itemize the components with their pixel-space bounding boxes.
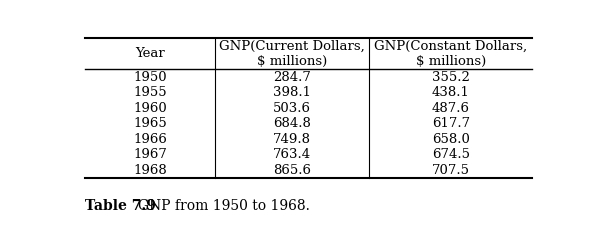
Text: 749.8: 749.8 (273, 133, 311, 146)
Text: 1960: 1960 (133, 102, 167, 115)
Text: 617.7: 617.7 (432, 117, 470, 130)
Text: 503.6: 503.6 (273, 102, 311, 115)
Text: GNP(Current Dollars,: GNP(Current Dollars, (219, 40, 365, 53)
Text: 1968: 1968 (133, 164, 167, 177)
Text: $ millions): $ millions) (257, 55, 327, 68)
Text: Table 7.9: Table 7.9 (84, 199, 155, 213)
Text: 865.6: 865.6 (273, 164, 311, 177)
Text: 1967: 1967 (133, 148, 167, 161)
Text: 284.7: 284.7 (273, 71, 311, 84)
Text: 1955: 1955 (133, 86, 167, 99)
Text: 658.0: 658.0 (432, 133, 470, 146)
Text: 684.8: 684.8 (273, 117, 311, 130)
Text: 1950: 1950 (133, 71, 167, 84)
Text: 763.4: 763.4 (273, 148, 311, 161)
Text: GNP(Constant Dollars,: GNP(Constant Dollars, (374, 40, 527, 53)
Text: GNP from 1950 to 1968.: GNP from 1950 to 1968. (138, 199, 310, 213)
Text: 674.5: 674.5 (432, 148, 470, 161)
Text: $ millions): $ millions) (416, 55, 486, 68)
Text: 487.6: 487.6 (432, 102, 470, 115)
Text: 398.1: 398.1 (273, 86, 311, 99)
Text: 355.2: 355.2 (432, 71, 470, 84)
Text: 438.1: 438.1 (432, 86, 470, 99)
Text: 1965: 1965 (133, 117, 167, 130)
Text: Year: Year (135, 47, 165, 60)
Text: 1966: 1966 (133, 133, 167, 146)
Text: 707.5: 707.5 (432, 164, 470, 177)
